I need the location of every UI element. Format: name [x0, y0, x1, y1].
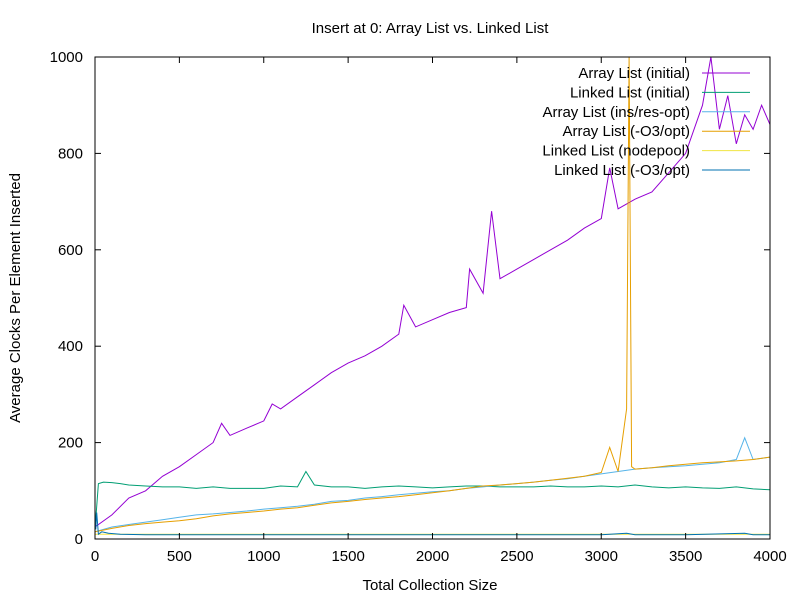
x-tick-label: 4000: [753, 548, 786, 565]
legend-label-3: Array List (ins/res-opt): [542, 104, 690, 121]
x-tick-label: 2500: [500, 548, 533, 565]
x-tick-label: 1000: [247, 548, 280, 565]
chart-title: Insert at 0: Array List vs. Linked List: [312, 20, 550, 37]
legend-label-5: Linked List (nodepool): [542, 143, 690, 160]
series-line-4: [95, 57, 770, 533]
series-line-2: [95, 470, 770, 530]
y-tick-label: 600: [58, 242, 83, 259]
x-tick-label: 1500: [331, 548, 364, 565]
x-tick-label: 3500: [669, 548, 702, 565]
y-tick-label: 800: [58, 145, 83, 162]
x-tick-label: 3000: [585, 548, 618, 565]
y-tick-label: 200: [58, 435, 83, 452]
y-tick-label: 0: [75, 531, 83, 548]
legend-label-6: Linked List (-O3/opt): [554, 162, 690, 179]
legend-label-1: Array List (initial): [578, 65, 690, 82]
legend: Array List (initial) Linked List (initial…: [542, 65, 750, 179]
x-axis-label: Total Collection Size: [362, 577, 497, 594]
x-tick-label: 0: [91, 548, 99, 565]
axes-group: 0 500 1000 1500 2000 2500 3000 3500 4000 0 200 400 6…: [50, 49, 787, 565]
y-axis-label: Average Clocks Per Element Inserted: [7, 173, 24, 423]
series-line-1: [95, 57, 770, 528]
y-tick-label: 400: [58, 338, 83, 355]
legend-label-4: Array List (-O3/opt): [562, 123, 690, 140]
y-tick-label: 1000: [50, 49, 83, 66]
x-tick-label: 500: [167, 548, 192, 565]
series-line-6: [95, 510, 770, 536]
legend-label-2: Linked List (initial): [570, 84, 690, 101]
x-tick-label: 2000: [416, 548, 449, 565]
series-line-3: [95, 436, 770, 533]
